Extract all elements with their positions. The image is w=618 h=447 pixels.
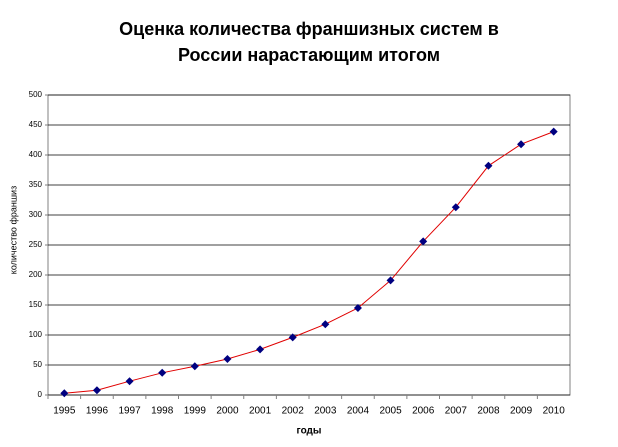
x-tick-label: 2004 <box>347 406 370 417</box>
y-tick-label: 300 <box>29 210 43 219</box>
x-tick-label: 2002 <box>282 406 305 417</box>
x-tick-label: 1999 <box>184 406 207 417</box>
y-tick-label: 450 <box>29 120 43 129</box>
x-tick-label: 2007 <box>445 406 468 417</box>
data-point <box>256 345 265 354</box>
data-point <box>451 203 460 212</box>
data-point <box>125 377 134 386</box>
data-point <box>419 237 428 246</box>
data-point <box>386 276 395 285</box>
y-tick-label: 250 <box>29 240 43 249</box>
data-point <box>549 127 558 136</box>
x-axis-label: годы <box>297 426 322 437</box>
x-tick-label: 2001 <box>249 406 272 417</box>
chart-title: России нарастающим итогом <box>178 45 440 65</box>
data-point <box>353 304 362 312</box>
data-point <box>288 333 297 342</box>
chart-title: Оценка количества франшизных систем в <box>119 19 499 39</box>
data-point <box>517 140 526 149</box>
y-tick-label: 200 <box>29 270 43 279</box>
x-tick-label: 2010 <box>543 406 566 417</box>
data-point <box>92 386 101 395</box>
x-tick-label: 2005 <box>379 406 402 417</box>
x-tick-label: 1998 <box>151 406 174 417</box>
x-tick-label: 2000 <box>216 406 239 417</box>
y-tick-label: 500 <box>29 90 43 99</box>
y-tick-label: 50 <box>33 360 42 369</box>
data-point <box>190 362 199 371</box>
x-tick-label: 1997 <box>118 406 141 417</box>
x-tick-label: 1996 <box>86 406 109 417</box>
data-point <box>223 355 232 363</box>
y-tick-label: 0 <box>38 390 43 399</box>
x-tick-label: 1995 <box>53 406 76 417</box>
data-point <box>60 389 69 398</box>
y-tick-label: 400 <box>29 150 43 159</box>
x-tick-label: 2003 <box>314 406 337 417</box>
data-line <box>64 131 554 394</box>
y-tick-label: 150 <box>29 300 43 309</box>
x-tick-label: 2008 <box>477 406 500 417</box>
x-tick-label: 2009 <box>510 406 533 417</box>
data-point <box>484 161 493 170</box>
data-point <box>158 368 167 377</box>
y-tick-label: 350 <box>29 180 43 189</box>
y-axis-label: количество франшиз <box>8 186 18 274</box>
y-tick-label: 100 <box>29 330 43 339</box>
data-point <box>321 320 330 329</box>
x-tick-label: 2006 <box>412 406 435 417</box>
